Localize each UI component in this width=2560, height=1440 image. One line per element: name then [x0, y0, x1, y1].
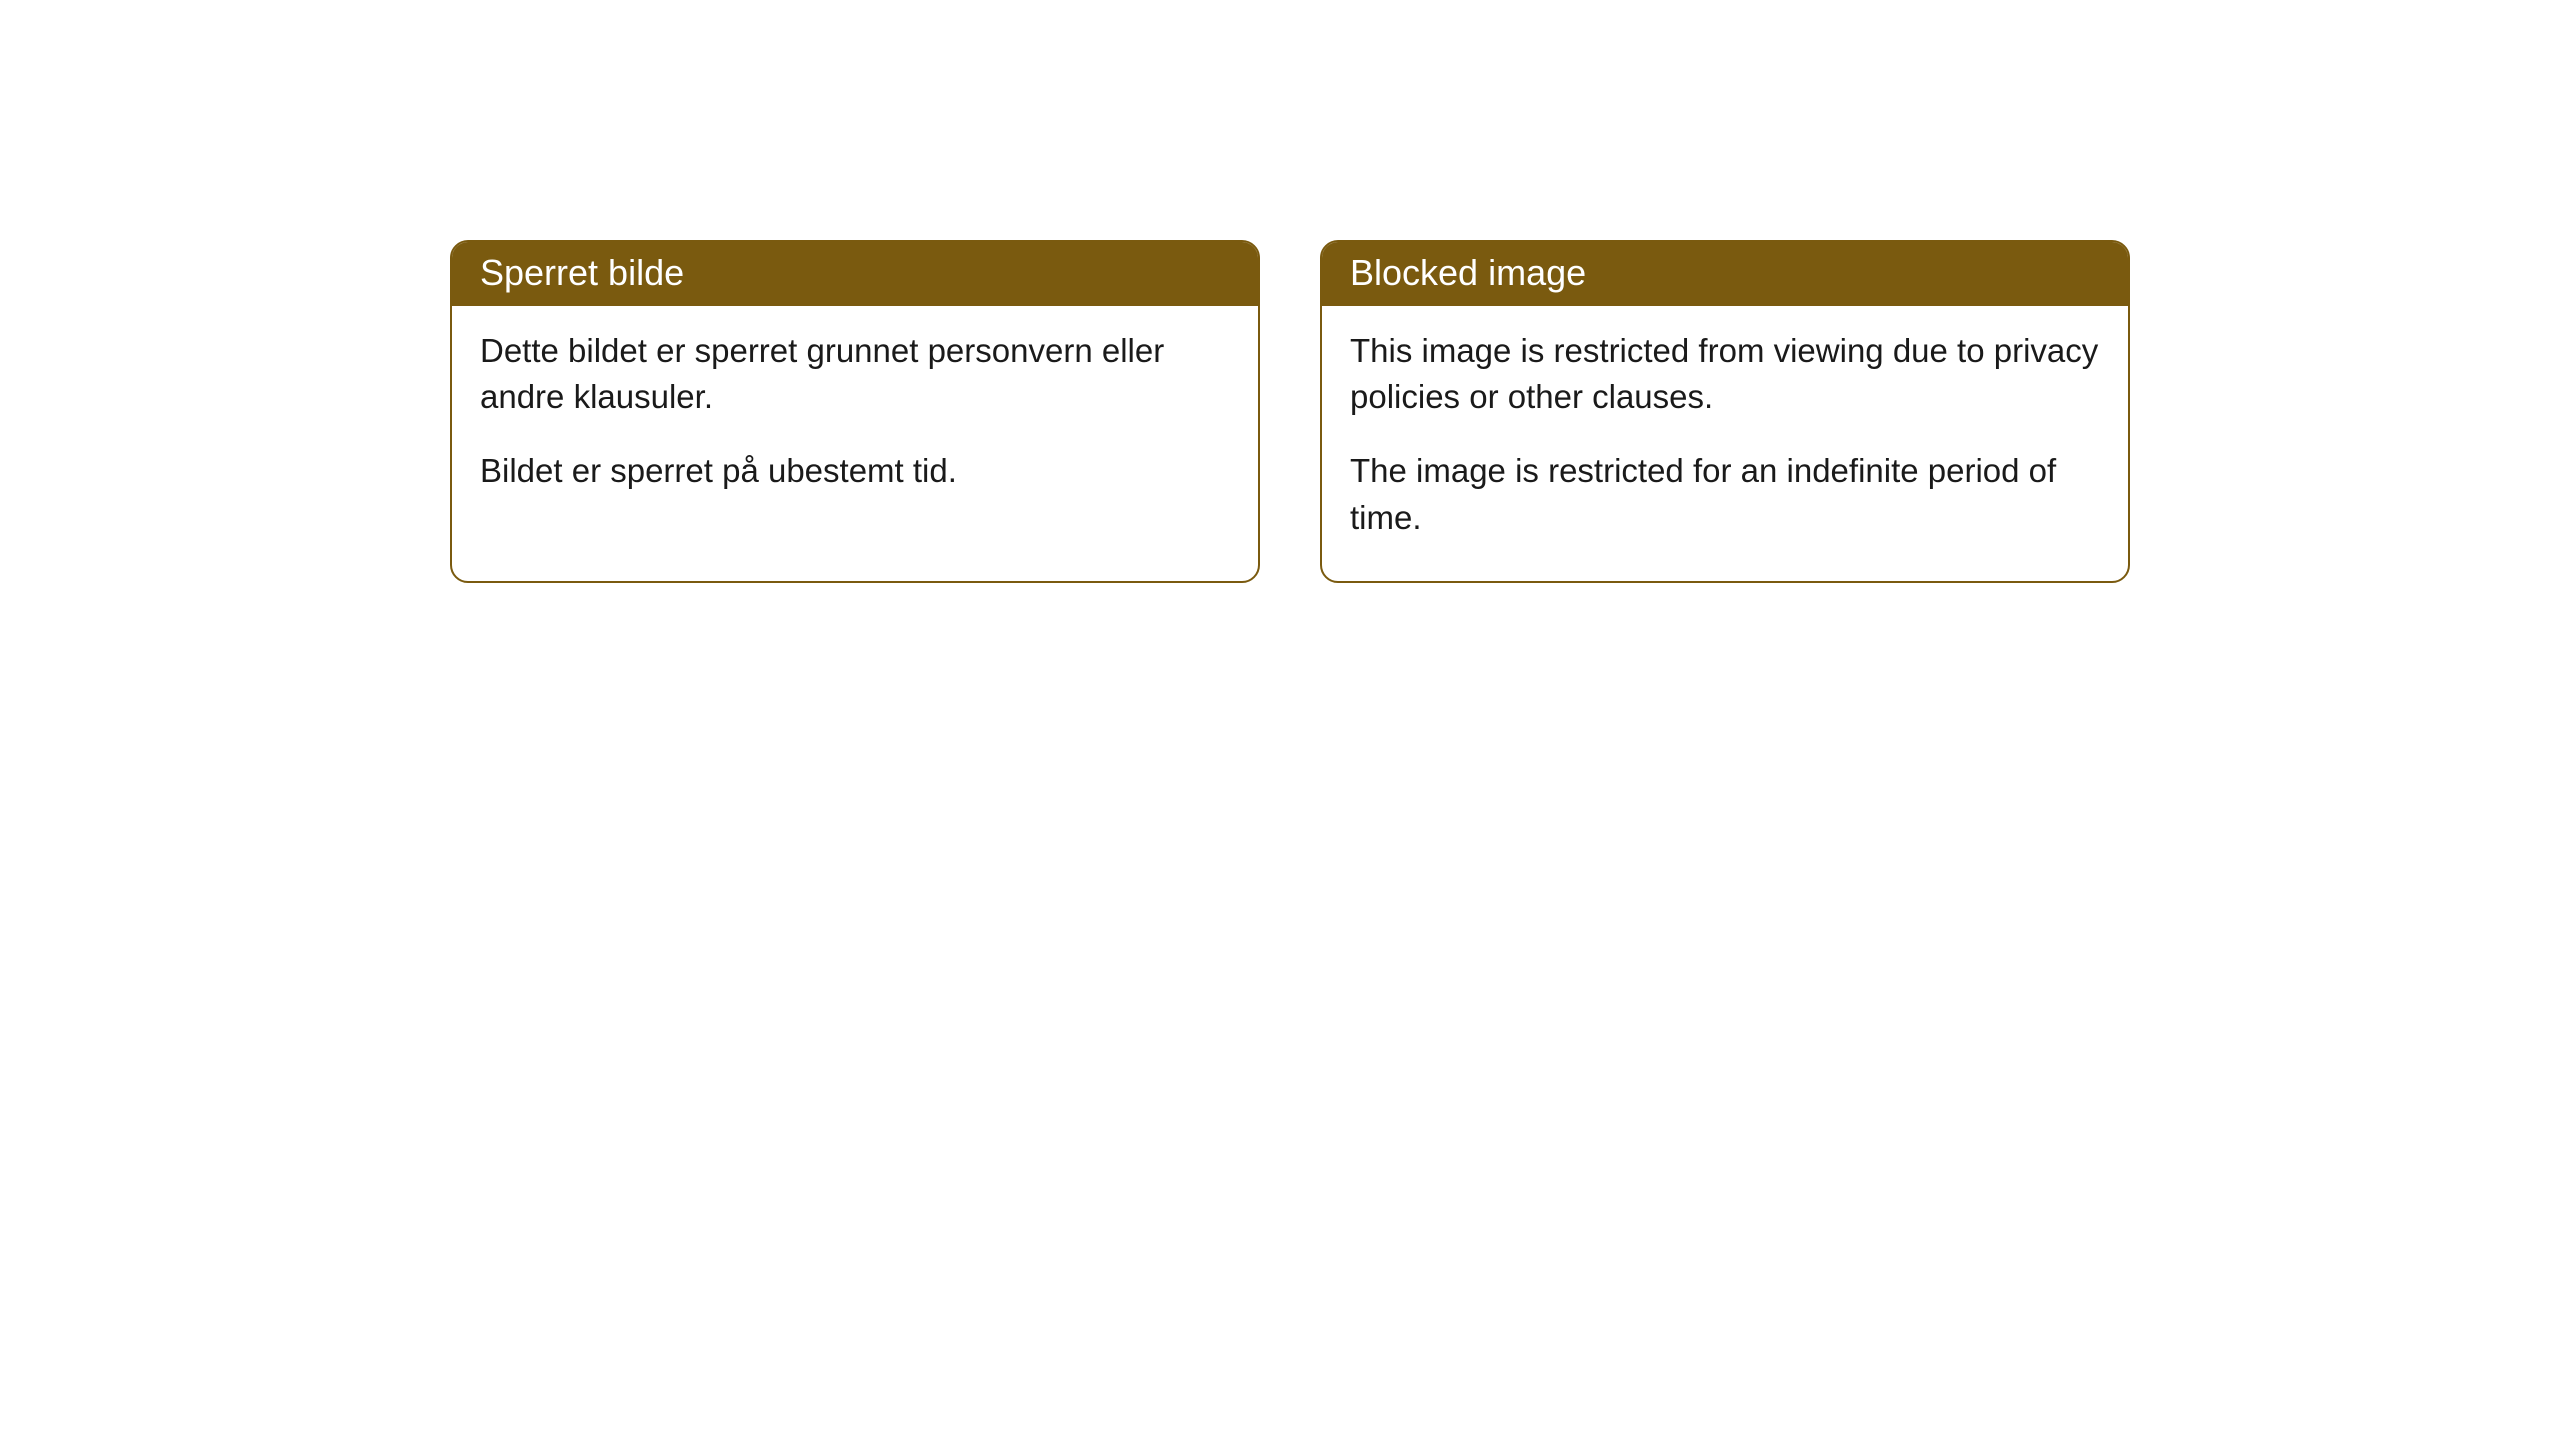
- notice-container: Sperret bilde Dette bildet er sperret gr…: [0, 0, 2560, 583]
- card-body-norwegian: Dette bildet er sperret grunnet personve…: [452, 306, 1258, 535]
- card-body-english: This image is restricted from viewing du…: [1322, 306, 2128, 581]
- card-paragraph: Dette bildet er sperret grunnet personve…: [480, 328, 1230, 420]
- blocked-image-card-norwegian: Sperret bilde Dette bildet er sperret gr…: [450, 240, 1260, 583]
- card-paragraph: This image is restricted from viewing du…: [1350, 328, 2100, 420]
- card-header-norwegian: Sperret bilde: [452, 242, 1258, 306]
- blocked-image-card-english: Blocked image This image is restricted f…: [1320, 240, 2130, 583]
- card-header-english: Blocked image: [1322, 242, 2128, 306]
- card-paragraph: The image is restricted for an indefinit…: [1350, 448, 2100, 540]
- card-paragraph: Bildet er sperret på ubestemt tid.: [480, 448, 1230, 494]
